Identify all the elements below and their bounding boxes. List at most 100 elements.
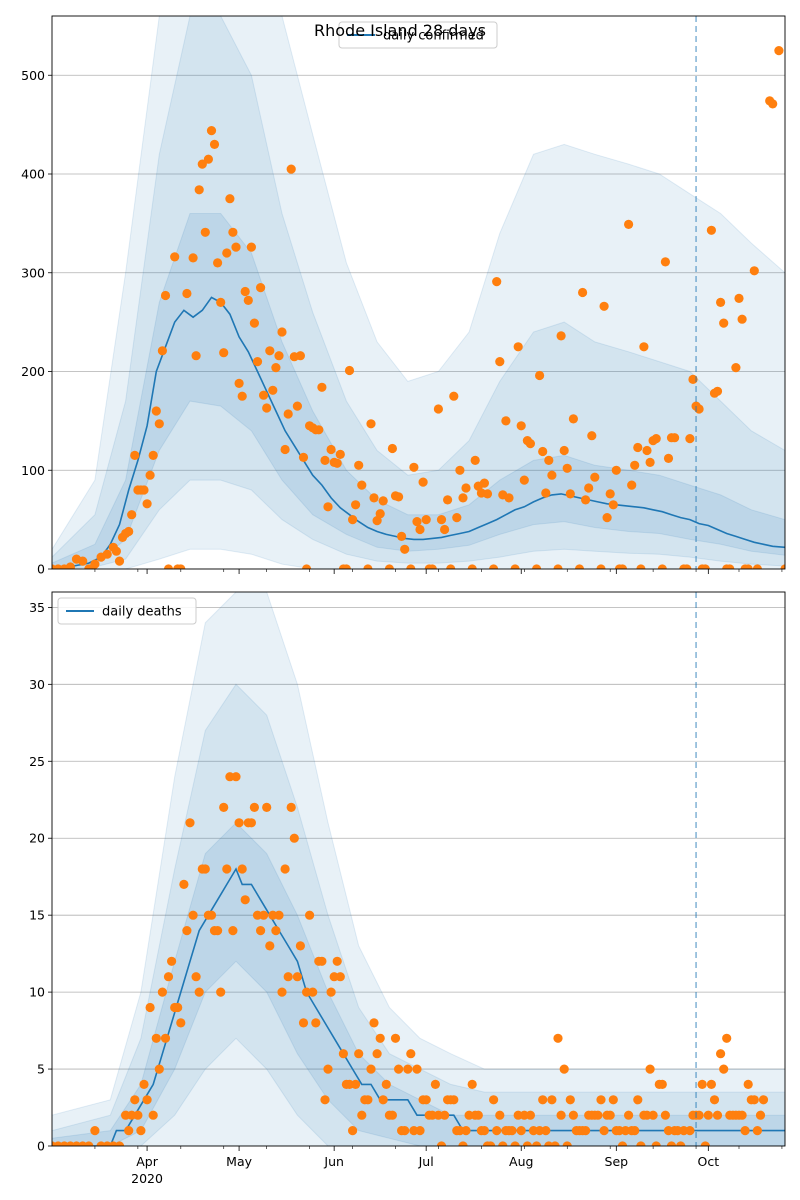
data-point [731,363,741,373]
y-tick-label: 5 [37,1062,45,1077]
data-point [277,987,287,997]
data-point [648,1110,658,1120]
data-point [200,227,210,237]
data-point [222,248,232,258]
data-point [694,404,704,414]
data-point [246,242,256,252]
data-point [482,489,493,499]
data-point [280,444,290,455]
data-point [372,516,382,526]
data-point [213,926,223,936]
data-point [344,365,355,376]
data-point [624,219,634,229]
data-point [265,346,275,356]
data-point [369,493,379,503]
data-point [151,406,161,416]
data-point [219,802,229,813]
data-point [688,374,698,384]
data-point [516,1126,526,1136]
data-point [430,1079,440,1089]
data-point [489,1095,499,1105]
data-point [295,941,305,951]
data-point [440,524,450,535]
data-point [737,1110,747,1120]
data-point [645,1064,655,1074]
data-point [492,1126,502,1136]
legend-box [338,21,498,49]
data-point [357,1110,367,1120]
data-point [170,252,180,262]
data-point [148,1110,158,1120]
data-point [415,1126,425,1136]
data-point [525,439,536,449]
data-point [562,1141,572,1146]
data-point [265,941,275,951]
data-point [734,293,744,303]
data-point [139,1079,149,1089]
data-point [326,444,336,455]
series-line [52,296,785,568]
data-point [449,391,459,401]
data-point [639,342,649,352]
data-point [716,297,726,307]
data-point [378,496,388,506]
data-point [384,564,394,569]
data-point [590,472,600,482]
data-point [461,483,471,493]
data-point [568,414,579,424]
data-point [461,1126,471,1136]
data-point [335,449,345,459]
y-tick-label: 20 [29,831,45,846]
data-point [436,1141,447,1146]
data-point [372,1049,382,1059]
data-point [90,559,100,569]
x-tick-label: Jul [418,1154,434,1169]
data-point [335,972,345,982]
data-point [489,564,499,569]
data-point [495,357,505,367]
data-point [406,1049,416,1059]
data-point [605,1110,615,1120]
data-point [522,1141,532,1146]
data-point [409,462,419,472]
data-point [130,1095,140,1105]
data-point [666,1141,677,1146]
data-point [565,489,575,499]
data-point [716,1049,726,1059]
legend-box [57,597,197,625]
data-point [663,453,674,463]
data-point [127,510,137,520]
data-point [584,483,594,493]
data-point [636,564,646,569]
data-point [173,1002,183,1013]
axes-frame [51,591,786,1147]
data-point [148,450,158,460]
data-point [617,1141,628,1146]
data-point [706,1079,717,1089]
data-point [191,351,201,361]
data-point [697,1079,707,1089]
data-point [651,1141,661,1146]
data-point [136,1126,146,1136]
data-point [467,1079,477,1089]
data-point [277,327,287,337]
data-point [179,879,189,890]
data-point [114,1141,125,1146]
data-point [292,972,302,982]
data-point [182,926,192,936]
data-point [535,370,545,381]
data-point [237,864,247,874]
data-point [256,926,266,936]
data-point [547,470,557,480]
data-point [246,818,256,828]
data-point [351,1079,361,1089]
data-point [722,1033,732,1043]
data-point [578,287,588,298]
data-point [84,1141,94,1146]
uncertainty-band-middle [52,683,785,1146]
data-point [532,564,542,569]
data-point [676,1141,686,1146]
data-point [596,564,606,569]
data-point [685,434,695,444]
y-tick-label: 0 [37,1139,45,1154]
